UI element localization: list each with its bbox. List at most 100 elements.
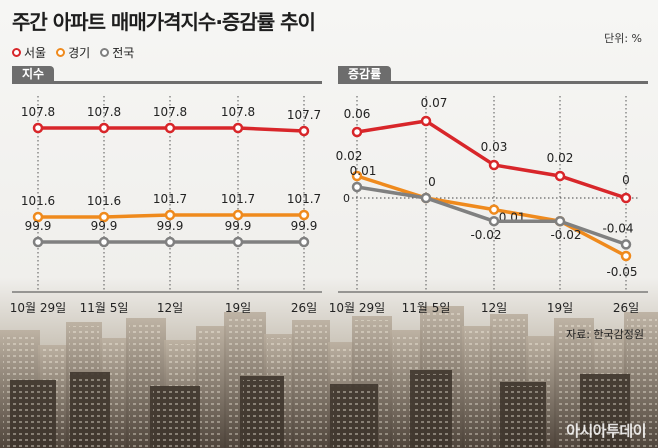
change-point — [554, 215, 566, 227]
index-data-label: 107.8 — [87, 105, 121, 119]
legend-item-seoul: 서울 — [12, 44, 46, 61]
page-title: 주간 아파트 매매가격지수·증감률 추이 — [12, 10, 316, 34]
legend-item-nationwide: 전국 — [100, 44, 134, 61]
index-point — [32, 122, 44, 134]
index-data-label: 101.7 — [287, 192, 321, 206]
index-data-label: 101.7 — [153, 192, 187, 206]
index-data-label: 99.9 — [291, 219, 318, 233]
change-data-label: 0.02 — [547, 151, 574, 165]
change-point — [554, 170, 566, 182]
index-point — [232, 236, 244, 248]
building-windows — [465, 330, 489, 448]
index-data-label: 101.6 — [21, 194, 55, 208]
index-data-label: 99.9 — [25, 219, 52, 233]
change-point — [351, 126, 363, 138]
index-x-tick-label: 12일 — [157, 301, 183, 315]
change-data-label: 0.01 — [350, 164, 377, 178]
index-x-tick-label: 19일 — [225, 301, 251, 315]
legend-label-seoul: 서울 — [24, 46, 47, 60]
change-x-tick-label: 10월 29일 — [329, 301, 385, 315]
index-data-label: 107.8 — [21, 105, 55, 119]
index-point — [232, 122, 244, 134]
change-data-label: 0 — [622, 173, 630, 187]
change-point — [488, 204, 500, 215]
change-point — [488, 159, 500, 171]
building-front-windows — [583, 378, 627, 448]
index-point — [164, 236, 176, 248]
building-windows — [295, 324, 327, 448]
index-point — [98, 236, 110, 248]
index-x-tick-label: 11월 5일 — [80, 301, 129, 315]
index-data-label: 99.9 — [91, 219, 118, 233]
unit-label: 단위: % — [604, 32, 642, 45]
change-x-tick-label: 12일 — [481, 301, 507, 315]
change-point — [420, 115, 432, 127]
change-data-label: 0.06 — [344, 107, 371, 121]
change-line-경기 — [356, 174, 627, 258]
index-point — [164, 209, 176, 221]
publisher-logo: 아시아투데이 — [566, 422, 646, 440]
change-point — [620, 192, 632, 204]
change-point — [351, 170, 363, 182]
change-x-tick-label: 11월 5일 — [402, 301, 451, 315]
index-data-label: 99.9 — [157, 219, 184, 233]
change-data-label: -0.02 — [550, 228, 581, 242]
source-note: 자료: 한국감정원 — [565, 328, 644, 341]
index-point — [298, 125, 310, 137]
index-point — [32, 236, 44, 248]
index-data-label: 101.7 — [221, 192, 255, 206]
change-point — [420, 192, 432, 204]
change-point — [620, 250, 632, 262]
change-panel-bar — [338, 81, 648, 84]
index-point — [298, 236, 310, 248]
building-front-windows — [413, 374, 449, 448]
change-panel-tab: 증감률 — [338, 66, 392, 83]
change-data-label: 0 — [428, 175, 436, 189]
change-x-tick-label: 26일 — [613, 301, 639, 315]
change-line-서울 — [356, 119, 627, 200]
index-point — [232, 209, 244, 221]
legend: 서울 경기 전국 — [12, 44, 134, 61]
legend-label-gyeonggi: 경기 — [68, 46, 91, 60]
legend-marker-nationwide — [100, 48, 110, 57]
building-front-windows — [333, 388, 375, 448]
change-data-label: -0.02 — [470, 228, 501, 242]
index-point — [298, 209, 310, 221]
index-data-label: 99.9 — [225, 219, 252, 233]
index-x-tick-label: 10월 29일 — [10, 301, 66, 315]
building-front-windows — [13, 384, 53, 448]
index-data-label: 107.8 — [221, 105, 255, 119]
building-front-windows — [73, 376, 107, 448]
index-point — [98, 122, 110, 134]
index-x-tick-label: 26일 — [291, 301, 317, 315]
change-point — [620, 239, 632, 250]
building-front-windows — [243, 380, 281, 448]
index-point — [164, 122, 176, 134]
change-data-label: 0.07 — [421, 96, 448, 110]
building-windows — [199, 330, 223, 448]
legend-marker-gyeonggi — [56, 48, 66, 57]
index-data-label: 107.8 — [153, 105, 187, 119]
building-front-windows — [153, 390, 197, 448]
change-x-tick-label: 19일 — [547, 301, 573, 315]
index-panel-bar — [12, 81, 322, 84]
change-data-label: 0.02 — [336, 149, 363, 163]
legend-marker-seoul — [12, 48, 21, 57]
change-point — [488, 215, 500, 227]
index-data-label: 107.7 — [287, 108, 321, 122]
change-data-label: -0.04 — [602, 221, 633, 235]
building-windows — [627, 316, 657, 448]
legend-item-gyeonggi: 경기 — [56, 44, 90, 61]
change-data-label: -0.05 — [606, 265, 637, 279]
change-point — [351, 181, 363, 193]
legend-label-nationwide: 전국 — [112, 46, 135, 60]
index-panel-tab: 지수 — [12, 66, 55, 83]
index-point — [98, 211, 110, 223]
zero-axis-label: 0 — [343, 192, 350, 205]
index-data-label: 101.6 — [87, 194, 121, 208]
change-data-label: 0.03 — [481, 140, 508, 154]
building-front-windows — [503, 386, 543, 448]
index-point — [32, 211, 44, 223]
